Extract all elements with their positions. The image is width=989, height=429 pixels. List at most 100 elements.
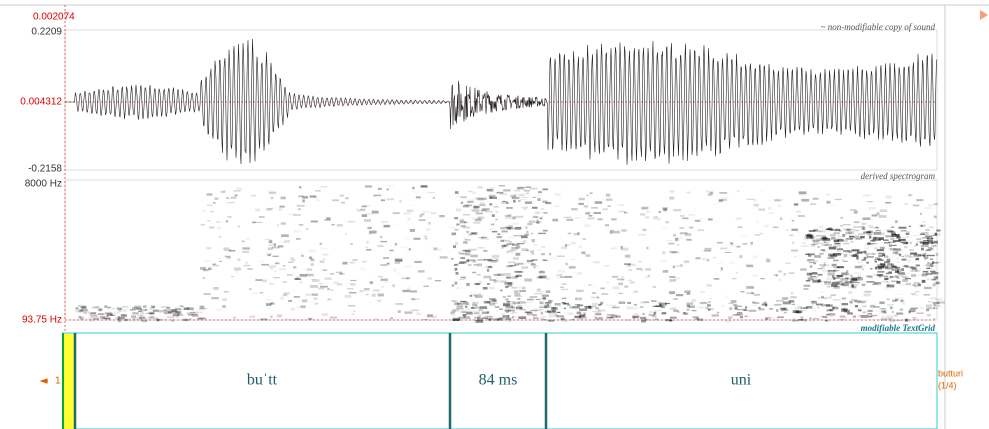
spectrogram-speck (682, 218, 688, 220)
spectrogram-speck (654, 310, 662, 311)
spectrogram-speck (577, 232, 579, 235)
spectrogram-speck (864, 291, 871, 293)
spectrogram-speck (477, 274, 481, 275)
spectrogram-speck (839, 319, 844, 321)
spectrogram-speck (589, 215, 593, 217)
spectrogram-speck (899, 227, 907, 229)
spectrogram-speck (925, 236, 932, 237)
spectrogram-speck (392, 284, 395, 287)
interval-text[interactable]: 84 ms (479, 372, 518, 389)
spectrogram-speck (851, 299, 858, 300)
spectrogram-speck (327, 299, 330, 301)
spectrogram-speck (592, 287, 598, 289)
interval-text[interactable]: uni (731, 372, 752, 389)
spectrogram-speck (850, 241, 853, 243)
spectrogram-speck (631, 301, 639, 303)
spectrogram-speck (923, 241, 929, 243)
interval-text[interactable]: buˈtt (247, 372, 278, 389)
spectrogram-speck (585, 307, 593, 309)
spectrogram-speck (829, 314, 834, 317)
spectrogram-speck (768, 212, 773, 214)
spectrogram-speck (533, 216, 538, 218)
spectrogram-speck (803, 239, 809, 241)
spectrogram-speck (864, 248, 869, 249)
spectrogram-speck (868, 316, 872, 318)
spectrogram-speck (424, 236, 427, 238)
spectrogram-speck (124, 319, 128, 321)
spectrogram-speck (278, 245, 283, 247)
spectrogram-speck (78, 316, 81, 319)
spectrogram-speck (140, 312, 144, 315)
spectrogram-speck (828, 228, 832, 231)
spectrogram-speck (207, 205, 213, 206)
spectrogram-speck (395, 260, 402, 262)
spectrogram-speck (496, 210, 498, 213)
spectrogram-speck (792, 242, 794, 244)
spectrogram-speck (404, 311, 412, 313)
spectrogram-speck (855, 305, 858, 307)
spectrogram-speck (451, 314, 456, 316)
spectrogram-speck (897, 271, 899, 273)
spectrogram-speck (818, 230, 826, 233)
spectrogram-speck (478, 198, 484, 201)
spectrogram-speck (381, 221, 388, 223)
spectrogram-speck (839, 281, 843, 283)
spectrogram-speck (345, 197, 348, 199)
spectrogram-speck (884, 287, 891, 290)
spectrogram-speck (533, 317, 539, 318)
spectrogram-speck (720, 248, 728, 250)
spectrogram-speck (352, 313, 355, 315)
spectrogram-speck (565, 244, 567, 247)
spectrogram-speck (387, 188, 389, 190)
spectrogram-speck (236, 271, 239, 273)
spectrogram-speck (521, 267, 528, 269)
spectrogram-speck (874, 232, 882, 235)
spectrogram-speck (773, 227, 779, 228)
spectrogram-speck (928, 204, 933, 206)
spectrogram-speck (525, 227, 528, 229)
spectrogram-speck (861, 315, 869, 318)
spectrogram-speck (513, 217, 516, 220)
spectrogram-speck (231, 197, 237, 199)
spectrogram-speck (555, 278, 561, 279)
spectrogram-speck (531, 233, 533, 234)
spectrogram-speck (279, 206, 284, 208)
selected-interval[interactable] (63, 334, 75, 429)
spectrogram-speck (281, 222, 286, 224)
spectrogram-speck (148, 319, 152, 320)
spectrogram-speck (503, 304, 509, 305)
spectrogram-speck (489, 287, 495, 289)
spectrogram-speck (538, 276, 541, 278)
spectrogram-speck (905, 278, 911, 279)
spectrogram-speck (459, 279, 465, 280)
spectrogram-speck (140, 319, 142, 321)
spectrogram-speck (223, 248, 229, 250)
spectrogram-speck (357, 210, 365, 211)
spectrogram-speck (541, 253, 545, 255)
spectrogram-speck (851, 305, 854, 308)
spectrogram-speck (459, 261, 466, 263)
spectrogram-speck (919, 283, 922, 285)
spectrogram-speck (868, 207, 876, 210)
spectrogram-speck (686, 239, 691, 241)
spectrogram-speck (224, 291, 229, 292)
spectrogram-speck (934, 203, 938, 205)
spectrogram-speck (572, 319, 574, 321)
spectrogram-speck (862, 259, 866, 261)
spectrogram-speck (641, 320, 646, 323)
spectrogram-speck (302, 299, 308, 302)
spectrogram-speck (298, 195, 303, 197)
spectrogram-speck (868, 276, 873, 278)
spectrogram-speck (366, 249, 371, 251)
spectrogram-speck (896, 313, 903, 315)
spectrogram-speck (132, 318, 135, 320)
spectrogram-speck (826, 278, 834, 280)
spectrogram-speck (203, 293, 210, 295)
spectrogram-speck (219, 261, 222, 262)
spectrogram-speck (809, 262, 814, 263)
spectrogram-speck (457, 303, 462, 305)
spectrogram-speck (934, 216, 937, 219)
spectrogram-speck (279, 269, 286, 270)
spectrogram-speck (254, 276, 262, 277)
spectrogram-speck (274, 270, 277, 272)
